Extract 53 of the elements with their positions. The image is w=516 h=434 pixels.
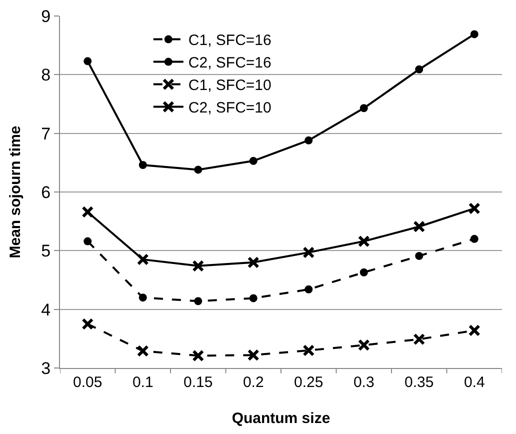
point <box>194 297 202 306</box>
point <box>470 234 478 243</box>
point <box>413 220 426 233</box>
point <box>360 104 368 112</box>
legend-label: C2, SFC=10 <box>188 100 272 117</box>
x-tick-label: 0.05 <box>73 374 102 391</box>
y-tick-label: 4 <box>41 300 51 320</box>
legend-label: C1, SFC=16 <box>188 32 272 50</box>
point <box>302 344 315 356</box>
y-tick-label: 6 <box>41 182 51 202</box>
point <box>136 344 149 357</box>
legend-label: C2, SFC=16 <box>188 54 272 72</box>
point <box>358 235 370 248</box>
x-tick-label: 0.1 <box>132 374 154 391</box>
y-tick-label: 7 <box>41 124 51 144</box>
point <box>84 57 92 66</box>
point <box>468 202 480 214</box>
x-tick-label: 0.2 <box>242 374 264 391</box>
point <box>138 161 147 170</box>
x-axis-title: Quantum size <box>232 410 330 427</box>
point <box>468 324 480 336</box>
point <box>415 252 424 260</box>
point <box>192 350 204 362</box>
point <box>470 30 478 38</box>
x-tick-label: 0.35 <box>404 374 434 391</box>
point <box>249 156 258 165</box>
y-axis-title: Mean sojourn time <box>7 126 24 258</box>
point <box>304 136 313 144</box>
legend-label: C1, SFC=10 <box>188 77 272 94</box>
point <box>360 268 368 276</box>
point <box>247 256 260 268</box>
x-tick-label: 0.15 <box>184 374 213 391</box>
point <box>415 65 424 74</box>
point <box>84 237 92 246</box>
point <box>413 333 426 346</box>
y-tick-label: 9 <box>41 6 51 26</box>
point <box>302 246 315 258</box>
point <box>358 339 370 352</box>
point <box>192 260 204 272</box>
y-tick-label: 3 <box>41 358 51 378</box>
point <box>194 166 202 174</box>
point <box>82 206 94 218</box>
point <box>82 318 94 330</box>
point <box>247 349 260 362</box>
point <box>304 285 313 294</box>
x-tick-label: 0.4 <box>464 374 485 391</box>
point <box>136 253 149 266</box>
y-tick-label: 5 <box>41 242 51 261</box>
point <box>249 294 258 302</box>
y-tick-label: 8 <box>41 66 51 85</box>
x-tick-label: 0.25 <box>294 374 324 391</box>
x-tick-label: 0.3 <box>353 374 374 391</box>
point <box>138 294 147 302</box>
